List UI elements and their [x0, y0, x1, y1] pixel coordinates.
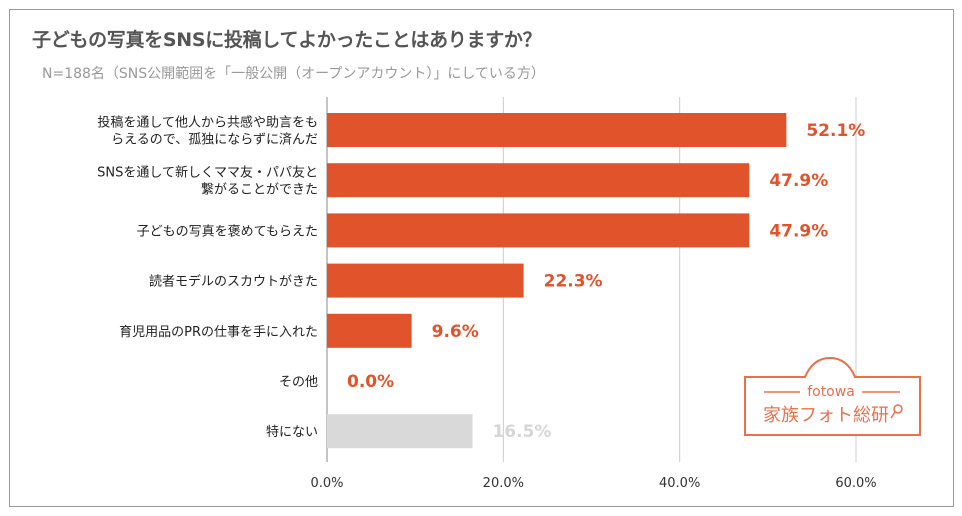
magnifier-icon — [893, 404, 903, 414]
category-label: 繋がることができた — [201, 182, 318, 198]
bar — [327, 213, 750, 248]
magnifier-icon-handle — [890, 411, 896, 419]
bar — [327, 414, 473, 449]
logo-frame — [744, 356, 921, 436]
x-tick-label: 20.0% — [483, 476, 524, 491]
category-label: SNSを通して新しくママ友・パパ友と — [97, 165, 318, 181]
bar — [327, 313, 412, 348]
category-label: 特にない — [266, 425, 318, 440]
logo-name: 家族フォト総研 — [763, 405, 889, 426]
data-label: 47.9% — [769, 171, 828, 191]
category-label: その他 — [279, 375, 318, 390]
category-label: らえるので、孤独にならずに済んだ — [111, 132, 318, 148]
x-tick-label: 0.0% — [310, 476, 343, 491]
data-label: 22.3% — [544, 272, 603, 292]
logo-brand: fotowa — [807, 384, 855, 400]
category-label: 投稿を通して他人から共感や助言をも — [97, 115, 318, 131]
bar — [327, 163, 750, 198]
data-label: 9.6% — [432, 322, 479, 342]
bar — [327, 263, 524, 298]
chart-subtitle: N=188名（SNS公開範囲を「一般公開（オープンアカウント）」にしている方） — [42, 66, 545, 82]
category-label: 子どもの写真を褒めてもらえた — [137, 224, 318, 239]
category-label: 読者モデルのスカウトがきた — [149, 274, 318, 290]
data-label: 16.5% — [492, 422, 551, 442]
chart-frame — [9, 9, 954, 507]
fotowa-logo: fotowa 家族フォト総研 — [744, 356, 921, 436]
data-label: 0.0% — [347, 372, 394, 392]
x-tick-label: 60.0% — [835, 476, 876, 491]
data-label: 47.9% — [769, 221, 828, 241]
x-tick-label: 40.0% — [659, 476, 700, 491]
bar — [327, 113, 787, 147]
category-label: 育児用品のPRの仕事を手に入れた — [119, 324, 318, 340]
chart-title: 子どもの写真をSNSに投稿してよかったことはありますか？ — [32, 29, 542, 51]
data-label: 52.1% — [806, 121, 865, 141]
